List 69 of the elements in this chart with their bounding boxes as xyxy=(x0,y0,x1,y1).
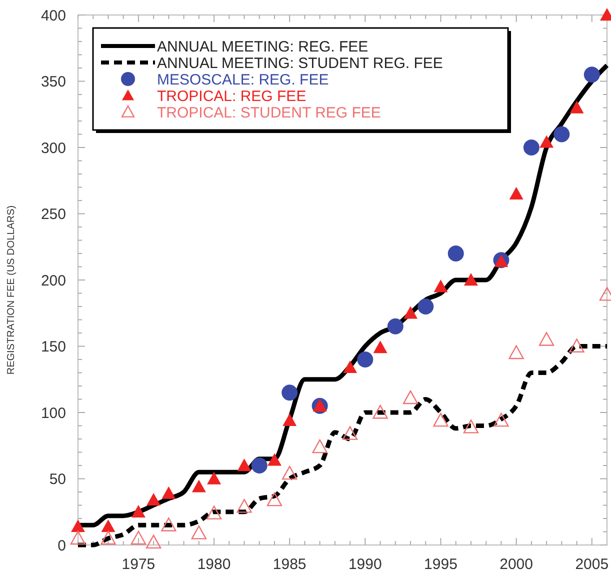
point xyxy=(161,518,176,532)
point xyxy=(387,318,404,334)
point xyxy=(312,439,328,454)
legend-label: ANNUAL MEETING: STUDENT REG. FEE xyxy=(157,54,443,72)
x-tick-label: 1975 xyxy=(122,556,156,573)
point xyxy=(540,135,554,148)
y-axis-title: REGISTRATION FEE (US DOLLARS) xyxy=(6,205,17,375)
legend-label: MESOSCALE: REG. FEE xyxy=(157,71,329,88)
x-tick-label: 1980 xyxy=(197,556,231,573)
point xyxy=(433,412,448,427)
point xyxy=(463,419,479,434)
point xyxy=(192,480,206,492)
point xyxy=(267,453,282,466)
point xyxy=(508,345,524,360)
x-tick-label: 1985 xyxy=(272,556,306,573)
y-tick-label: 300 xyxy=(40,140,66,157)
x-tick-label: 2000 xyxy=(500,556,533,573)
x-tick-label: 2005 xyxy=(575,556,609,573)
point xyxy=(71,519,85,532)
point xyxy=(509,186,524,200)
y-tick-label: 250 xyxy=(40,206,66,223)
y-tick-label: 400 xyxy=(40,7,66,24)
point xyxy=(584,66,600,83)
point xyxy=(282,384,298,401)
point xyxy=(101,519,116,532)
legend-label: ANNUAL MEETING: REG. FEE xyxy=(157,38,368,56)
point xyxy=(146,534,162,549)
y-tick-label: 100 xyxy=(40,404,66,422)
y-tick-label: 150 xyxy=(40,338,66,356)
point xyxy=(191,525,207,540)
point xyxy=(448,246,464,262)
point xyxy=(418,298,434,314)
point xyxy=(570,100,584,114)
legend-label: TROPICAL: REG FEE xyxy=(157,88,306,105)
point xyxy=(70,530,86,545)
point xyxy=(523,140,540,156)
point xyxy=(404,306,418,319)
y-tick-label: 350 xyxy=(40,74,66,90)
point xyxy=(282,413,297,426)
point xyxy=(494,412,509,427)
legend-label: TROPICAL: STUDENT REG FEE xyxy=(157,104,381,122)
point xyxy=(342,426,358,440)
point xyxy=(131,504,146,518)
point xyxy=(162,486,176,499)
point xyxy=(206,506,222,520)
point xyxy=(236,498,252,513)
x-tick-label: 1990 xyxy=(348,556,382,573)
y-tick-label: 0 xyxy=(58,537,66,554)
point xyxy=(434,280,448,292)
point xyxy=(251,458,268,474)
point xyxy=(538,332,554,346)
y-tick-label: 50 xyxy=(49,471,66,488)
point xyxy=(237,458,252,472)
point xyxy=(282,466,298,480)
point xyxy=(130,530,146,545)
point xyxy=(569,338,584,352)
point xyxy=(357,352,374,368)
point xyxy=(402,390,418,404)
point xyxy=(100,530,116,545)
point xyxy=(146,492,161,506)
point xyxy=(343,360,358,374)
y-tick-label: 200 xyxy=(40,272,66,290)
point xyxy=(207,472,222,484)
point xyxy=(464,273,478,286)
point xyxy=(266,492,282,506)
point xyxy=(554,126,570,142)
point xyxy=(373,340,388,354)
point xyxy=(372,404,388,419)
x-tick-label: 1995 xyxy=(424,556,458,573)
